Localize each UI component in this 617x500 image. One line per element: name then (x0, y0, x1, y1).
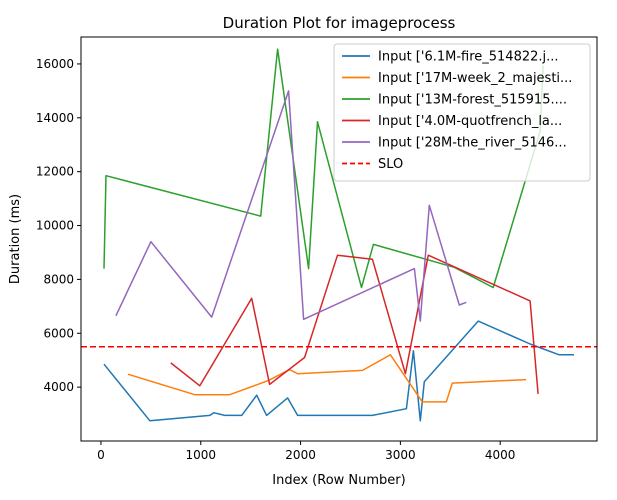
legend-label: Input ['28M-the_river_5146... (378, 136, 567, 151)
legend-box (333, 43, 591, 182)
series-line-5 (115, 90, 467, 322)
x-tick-label: 0 (97, 448, 105, 462)
x-axis-label: Index (Row Number) (272, 473, 405, 488)
series-line-1 (103, 320, 574, 422)
chart-title: Duration Plot for imageprocess (223, 14, 456, 32)
x-tick-label: 3000 (385, 448, 416, 462)
y-tick-label: 4000 (43, 380, 74, 394)
legend-label: Input ['17M-week_2_majesti... (378, 71, 572, 86)
series-line-3 (103, 48, 544, 289)
y-tick-label: 14000 (36, 111, 74, 125)
x-tick-label: 4000 (485, 448, 516, 462)
legend-label: Input ['13M-forest_515915.... (378, 93, 567, 108)
y-tick-label: 8000 (43, 272, 74, 286)
plot-area (81, 48, 597, 422)
x-axis: 0 1000 2000 3000 4000 (97, 441, 515, 462)
x-tick-label: 2000 (285, 448, 316, 462)
series-line-2 (127, 354, 527, 403)
plot-frame (80, 36, 598, 442)
y-tick-label: 16000 (36, 57, 74, 71)
series-line-4 (170, 254, 539, 394)
y-tick-label: 10000 (36, 219, 74, 233)
x-tick-label: 1000 (185, 448, 216, 462)
y-tick-label: 6000 (43, 326, 74, 340)
legend-label: Input ['4.0M-quotfrench_la... (378, 114, 562, 129)
y-axis-label: Duration (ms) (8, 194, 23, 284)
legend-label: SLO (378, 157, 403, 172)
legend-label: Input ['6.1M-fire_514822.j... (378, 50, 559, 65)
y-axis: 4000 6000 8000 10000 12000 14000 16000 (36, 57, 81, 394)
legend: Input ['6.1M-fire_514822.j... Input ['17M… (333, 43, 591, 182)
y-tick-label: 12000 (36, 165, 74, 179)
